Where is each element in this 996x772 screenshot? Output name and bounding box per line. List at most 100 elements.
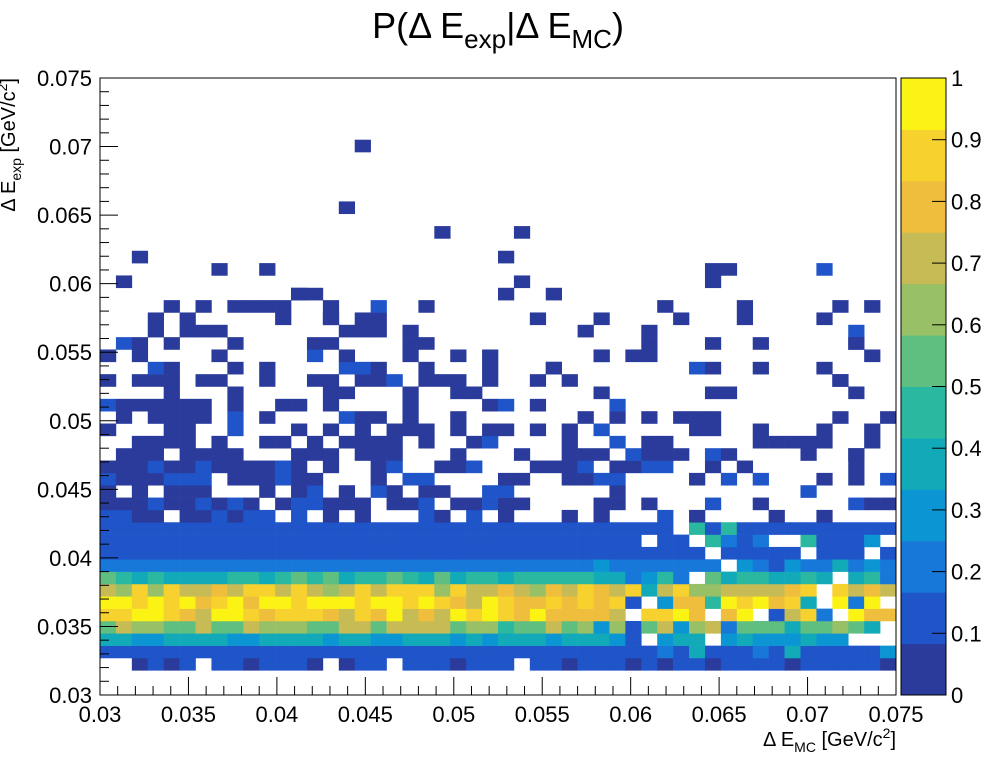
heatmap-cell [498, 559, 515, 572]
heatmap-cell [848, 571, 865, 585]
heatmap-cell [450, 349, 467, 363]
heatmap-cell [657, 509, 674, 523]
heatmap-cell [498, 534, 515, 548]
heatmap-cell [498, 596, 515, 609]
heatmap-cell [689, 411, 706, 424]
heatmap-cell [482, 349, 499, 363]
heatmap-cell [752, 657, 769, 671]
heatmap-cell [418, 583, 435, 597]
heatmap-cell [131, 485, 149, 498]
colorbar-swatch [901, 78, 946, 130]
heatmap-cell [689, 645, 706, 659]
heatmap-cell [593, 620, 610, 634]
colorbar-tick-label: 0.3 [951, 498, 982, 523]
heatmap-cell [227, 448, 244, 461]
heatmap-cell [227, 386, 244, 400]
heatmap-cell [354, 645, 371, 659]
heatmap-cell [800, 620, 817, 634]
heatmap-cell [322, 559, 340, 572]
heatmap-cell [227, 460, 244, 474]
heatmap-cell [482, 361, 499, 375]
heatmap-cell [848, 472, 865, 486]
heatmap-cell [227, 300, 244, 313]
heatmap-cell [163, 608, 180, 622]
heatmap-cell [418, 559, 435, 572]
heatmap-cell [179, 596, 196, 609]
heatmap-cell [593, 472, 610, 486]
heatmap-cell [275, 633, 292, 646]
heatmap-cell [291, 448, 308, 461]
heatmap-cell [275, 596, 292, 609]
heatmap-cell [338, 657, 356, 671]
heatmap-cell [418, 620, 435, 634]
heatmap-cell [306, 374, 324, 387]
heatmap-cell [498, 423, 515, 437]
heatmap-cell [179, 485, 196, 498]
heatmap-cell [673, 596, 690, 609]
heatmap-cell [100, 460, 117, 474]
heatmap-cell [752, 620, 769, 634]
heatmap-cell [195, 398, 212, 412]
heatmap-cell [513, 583, 531, 597]
colorbar-swatch [901, 335, 946, 387]
heatmap-cell [147, 596, 164, 609]
heatmap-cell [418, 608, 435, 622]
heatmap-cell [100, 583, 117, 597]
heatmap-cell [593, 596, 610, 609]
heatmap-cell [179, 534, 196, 548]
heatmap-cell [513, 275, 531, 289]
heatmap-cell [625, 596, 642, 609]
heatmap-cell [561, 657, 578, 671]
heatmap-cell [864, 657, 881, 671]
heatmap-cell [800, 596, 817, 609]
heatmap-cell [370, 608, 387, 622]
heatmap-cell [370, 435, 387, 449]
heatmap-cell [513, 645, 531, 659]
heatmap-cell [450, 522, 467, 535]
heatmap-cell [434, 596, 451, 609]
heatmap-cell [673, 620, 690, 634]
x-axis-title-text: Δ EMC [GeV/c2] [763, 725, 896, 755]
heatmap-cell [450, 534, 467, 548]
heatmap-cell [641, 546, 658, 560]
heatmap-cell [291, 398, 308, 412]
heatmap-cell [609, 485, 626, 498]
heatmap-cell [848, 324, 865, 338]
heatmap-cell [275, 583, 292, 597]
heatmap-cell [752, 522, 769, 535]
heatmap-cell [338, 534, 356, 548]
heatmap-cell [498, 497, 515, 511]
heatmap-cell [752, 546, 769, 560]
heatmap-cell [816, 571, 833, 585]
heatmap-cell [704, 497, 722, 511]
heatmap-cell [625, 583, 642, 597]
heatmap-cell [211, 349, 228, 363]
heatmap-cell [498, 522, 515, 535]
heatmap-cell [720, 583, 738, 597]
heatmap-cell [593, 546, 610, 560]
heatmap-cell [577, 571, 594, 585]
heatmap-cell [450, 423, 467, 437]
heatmap-cell [227, 546, 244, 560]
heatmap-cell [816, 522, 833, 535]
heatmap-cell [689, 633, 706, 646]
heatmap-cell [402, 583, 419, 597]
heatmap-cell [354, 596, 371, 609]
y-tick-label: 0.065 [37, 203, 92, 228]
x-tick-label: 0.04 [255, 702, 298, 727]
heatmap-cell [752, 472, 769, 486]
heatmap-cell [211, 633, 228, 646]
heatmap-cell [338, 522, 356, 535]
heatmap-cell [338, 583, 356, 597]
heatmap-cell [513, 226, 531, 239]
heatmap-cell [720, 657, 738, 671]
colorbar-swatch [901, 180, 946, 233]
heatmap-cell [163, 559, 180, 572]
heatmap-cell [259, 657, 276, 671]
heatmap-cell [577, 546, 594, 560]
heatmap-cell [657, 300, 674, 313]
heatmap-cell [163, 657, 180, 671]
heatmap-cell [736, 546, 754, 560]
heatmap-cell [673, 534, 690, 548]
heatmap-cell [577, 448, 594, 461]
